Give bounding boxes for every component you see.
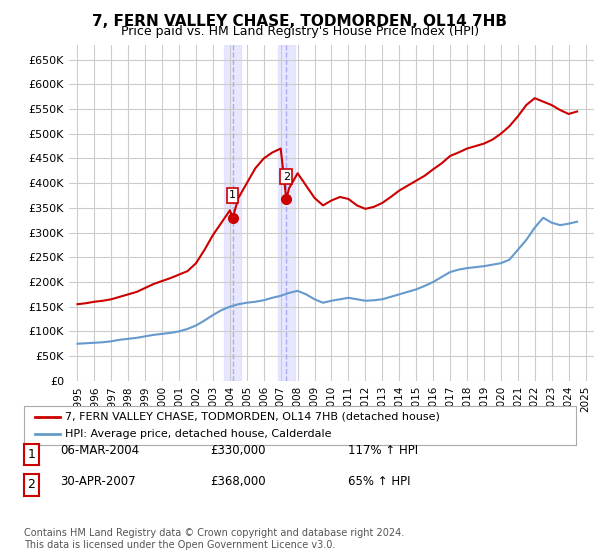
Text: 117% ↑ HPI: 117% ↑ HPI (348, 444, 418, 458)
Text: 06-MAR-2004: 06-MAR-2004 (60, 444, 139, 458)
Text: HPI: Average price, detached house, Calderdale: HPI: Average price, detached house, Cald… (65, 429, 332, 439)
Bar (278, 45, 295, 381)
Text: 2: 2 (283, 172, 290, 181)
Text: 1: 1 (229, 190, 236, 200)
Text: Contains HM Land Registry data © Crown copyright and database right 2024.
This d: Contains HM Land Registry data © Crown c… (24, 528, 404, 550)
Text: Price paid vs. HM Land Registry's House Price Index (HPI): Price paid vs. HM Land Registry's House … (121, 25, 479, 38)
Text: 7, FERN VALLEY CHASE, TODMORDEN, OL14 7HB: 7, FERN VALLEY CHASE, TODMORDEN, OL14 7H… (92, 14, 508, 29)
Text: £368,000: £368,000 (210, 475, 266, 488)
Text: 7, FERN VALLEY CHASE, TODMORDEN, OL14 7HB (detached house): 7, FERN VALLEY CHASE, TODMORDEN, OL14 7H… (65, 412, 440, 422)
Text: 1: 1 (28, 447, 35, 461)
Text: 30-APR-2007: 30-APR-2007 (60, 475, 136, 488)
Text: 65% ↑ HPI: 65% ↑ HPI (348, 475, 410, 488)
Bar (224, 45, 241, 381)
Text: 2: 2 (28, 478, 35, 492)
Text: £330,000: £330,000 (210, 444, 265, 458)
